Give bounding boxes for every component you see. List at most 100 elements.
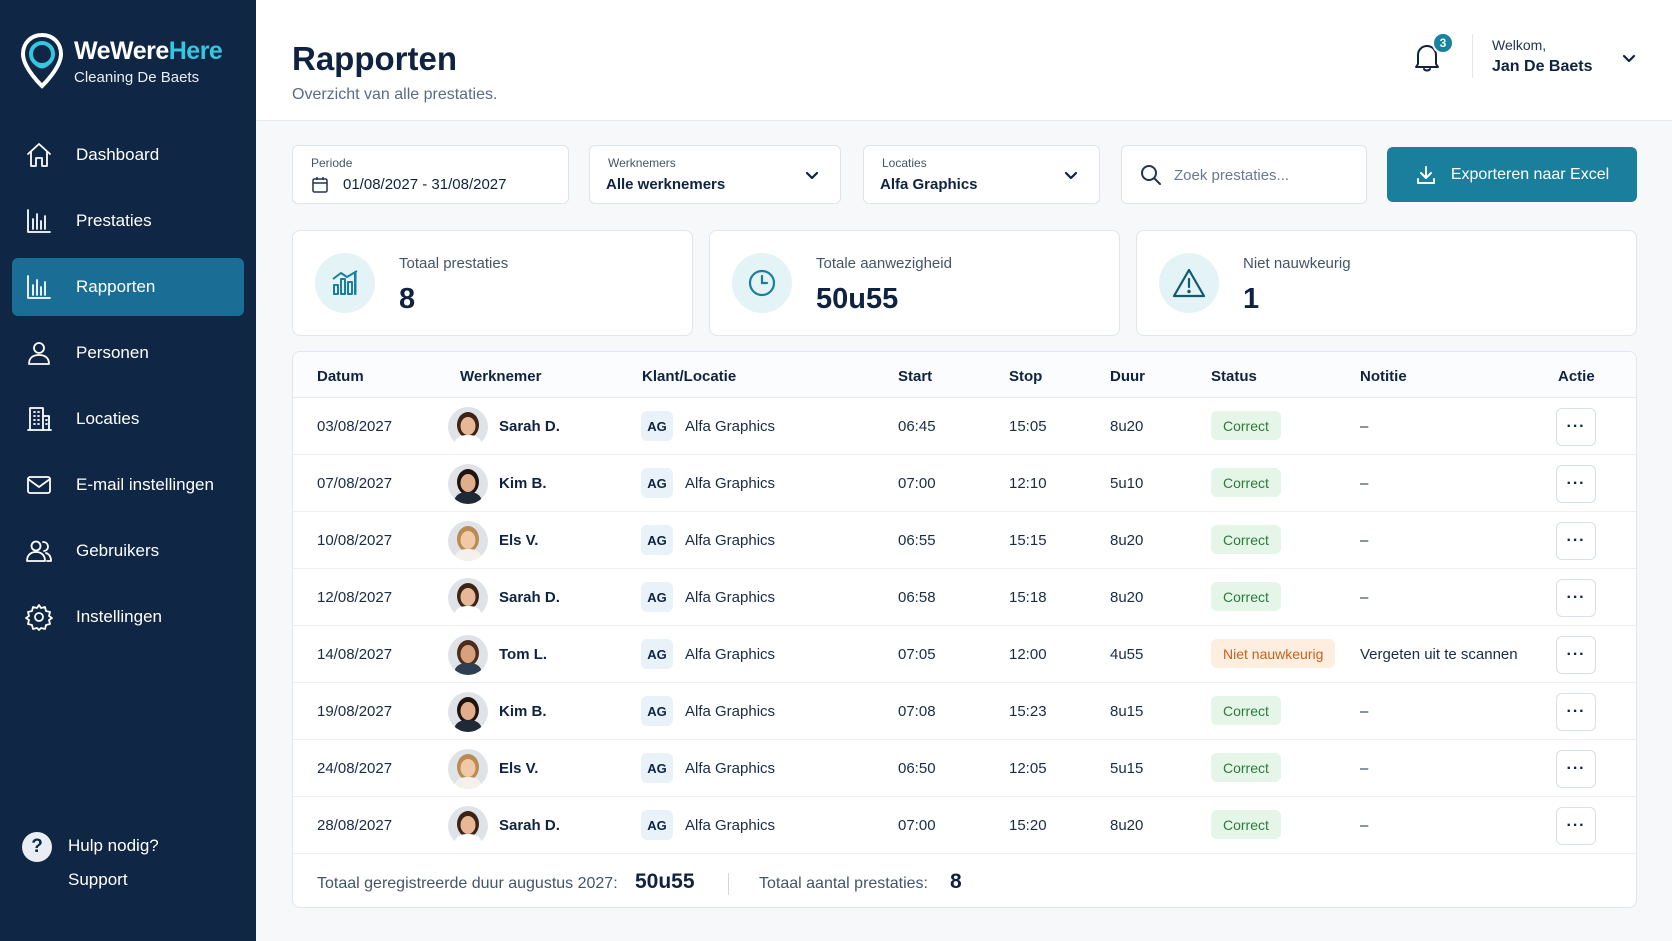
export-excel-button[interactable]: Exporteren naar Excel [1387, 147, 1637, 202]
bar-chart-icon [315, 253, 375, 313]
client-badge: AG [641, 468, 673, 498]
chevron-down-icon[interactable] [1620, 50, 1638, 68]
sidebar: WeWereHere Cleaning De Baets Dashboard P… [0, 0, 256, 941]
column-header[interactable]: Start [898, 368, 933, 385]
table-row[interactable]: 12/08/2027 Sarah D. AG Alfa Graphics 06:58 15… [293, 569, 1636, 626]
werknemers-value: Alle werknemers [606, 176, 726, 193]
support-link[interactable]: Support [68, 870, 128, 889]
start-cell: 06:58 [898, 589, 936, 606]
more-actions-button[interactable]: ··· [1556, 579, 1596, 617]
location-name: Alfa Graphics [685, 817, 776, 834]
location-name: Alfa Graphics [685, 532, 776, 549]
duration-cell: 8u20 [1110, 418, 1144, 435]
table-row[interactable]: 10/08/2027 Els V. AG Alfa Graphics 06:55 15:1… [293, 512, 1636, 569]
duration-cell: 8u20 [1110, 817, 1144, 834]
gear-icon [24, 602, 54, 632]
locaties-select[interactable]: Locaties Alfa Graphics [863, 145, 1100, 204]
avatar [448, 464, 488, 504]
employee-name[interactable]: Sarah D. [499, 589, 560, 606]
stop-cell: 15:23 [1009, 703, 1047, 720]
more-actions-button[interactable]: ··· [1556, 693, 1596, 731]
sidebar-item-label: Instellingen [76, 607, 163, 626]
column-header[interactable]: Stop [1009, 368, 1043, 385]
avatar [448, 521, 488, 561]
column-header[interactable]: Klant/Locatie [642, 368, 737, 385]
location-name: Alfa Graphics [685, 418, 776, 435]
stat-card-niet-nauwkeurig: Niet nauwkeurig 1 [1136, 230, 1637, 336]
user-menu[interactable]: Welkom, Jan De Baets [1492, 37, 1593, 76]
column-header[interactable]: Datum [317, 368, 364, 385]
person-icon [24, 338, 54, 368]
table-row[interactable]: 19/08/2027 Kim B. AG Alfa Graphics 07:08 15:2… [293, 683, 1636, 740]
more-actions-button[interactable]: ··· [1556, 522, 1596, 560]
sidebar-item-label: Personen [76, 343, 149, 362]
status-badge: Niet nauwkeurig [1211, 639, 1336, 668]
duration-cell: 5u15 [1110, 760, 1144, 777]
sidebar-item-label: Prestaties [76, 211, 152, 230]
sidebar-item-email-instellingen[interactable]: E-mail instellingen [12, 456, 244, 514]
table-row[interactable]: 28/08/2027 Sarah D. AG Alfa Graphics 07:00 15… [293, 797, 1636, 854]
column-header[interactable]: Werknemer [460, 368, 542, 385]
more-actions-button[interactable]: ··· [1556, 636, 1596, 674]
sidebar-item-locaties[interactable]: Locaties [12, 390, 244, 448]
column-header[interactable]: Duur [1110, 368, 1145, 385]
start-cell: 07:00 [898, 817, 936, 834]
table-row[interactable]: 24/08/2027 Els V. AG Alfa Graphics 06:50 12:0… [293, 740, 1636, 797]
date-cell: 10/08/2027 [317, 532, 393, 549]
more-actions-button[interactable]: ··· [1556, 408, 1596, 446]
sidebar-nav: Dashboard Prestaties Rapporten Personen … [12, 126, 244, 654]
table-row[interactable]: 14/08/2027 Tom L. AG Alfa Graphics 07:05 12:0… [293, 626, 1636, 683]
sidebar-item-gebruikers[interactable]: Gebruikers [12, 522, 244, 580]
client-badge: AG [641, 582, 673, 612]
stat-value: 50u55 [816, 283, 899, 315]
status-badge: Correct [1211, 525, 1281, 554]
werknemers-label: Werknemers [608, 156, 676, 170]
employee-name[interactable]: Sarah D. [499, 418, 560, 435]
building-icon [24, 404, 54, 434]
search-field[interactable] [1121, 145, 1367, 204]
client-badge: AG [641, 411, 673, 441]
periode-label: Periode [311, 156, 353, 170]
more-actions-button[interactable]: ··· [1556, 465, 1596, 503]
sidebar-item-personen[interactable]: Personen [12, 324, 244, 382]
employee-name[interactable]: Tom L. [499, 646, 548, 663]
locaties-value: Alfa Graphics [880, 176, 978, 193]
sidebar-item-dashboard[interactable]: Dashboard [12, 126, 244, 184]
periode-filter[interactable]: Periode 01/08/2027 - 31/08/2027 [292, 145, 569, 204]
more-actions-button[interactable]: ··· [1556, 807, 1596, 845]
bell-icon[interactable] [1410, 40, 1444, 74]
employee-name[interactable]: Kim B. [499, 703, 547, 720]
employee-name[interactable]: Els V. [499, 532, 539, 549]
total-duration-value: 50u55 [635, 870, 695, 893]
note-cell: – [1360, 703, 1369, 720]
werknemers-select[interactable]: Werknemers Alle werknemers [589, 145, 841, 204]
bar-chart-icon [24, 272, 54, 302]
note-cell: – [1360, 817, 1369, 834]
employee-name[interactable]: Sarah D. [499, 817, 560, 834]
brand[interactable]: WeWereHere Cleaning De Baets [20, 32, 223, 90]
more-actions-button[interactable]: ··· [1556, 750, 1596, 788]
stop-cell: 12:05 [1009, 760, 1047, 777]
status-badge: Correct [1211, 696, 1281, 725]
column-header[interactable]: Status [1211, 368, 1257, 385]
table-row[interactable]: 07/08/2027 Kim B. AG Alfa Graphics 07:00 12:1… [293, 455, 1636, 512]
sidebar-item-prestaties[interactable]: Prestaties [12, 192, 244, 250]
duration-cell: 4u55 [1110, 646, 1144, 663]
status-badge: Correct [1211, 810, 1281, 839]
sidebar-item-instellingen[interactable]: Instellingen [12, 588, 244, 646]
total-count-value: 8 [950, 870, 962, 893]
brand-name: WeWereHere [74, 36, 223, 65]
periode-value: 01/08/2027 - 31/08/2027 [343, 176, 507, 193]
table-row[interactable]: 03/08/2027 Sarah D. AG Alfa Graphics 06:45 15… [293, 398, 1636, 455]
stop-cell: 15:20 [1009, 817, 1047, 834]
help-section[interactable]: ? Hulp nodig? Support [22, 832, 159, 897]
location-name: Alfa Graphics [685, 475, 776, 492]
chevron-down-icon [805, 171, 819, 180]
employee-name[interactable]: Kim B. [499, 475, 547, 492]
stat-value: 8 [399, 283, 416, 315]
employee-name[interactable]: Els V. [499, 760, 539, 777]
sidebar-item-label: E-mail instellingen [76, 475, 214, 494]
table-header: Datum Werknemer Klant/Locatie Start Stop… [293, 352, 1636, 398]
search-input[interactable] [1174, 162, 1354, 188]
sidebar-item-rapporten[interactable]: Rapporten [12, 258, 244, 316]
